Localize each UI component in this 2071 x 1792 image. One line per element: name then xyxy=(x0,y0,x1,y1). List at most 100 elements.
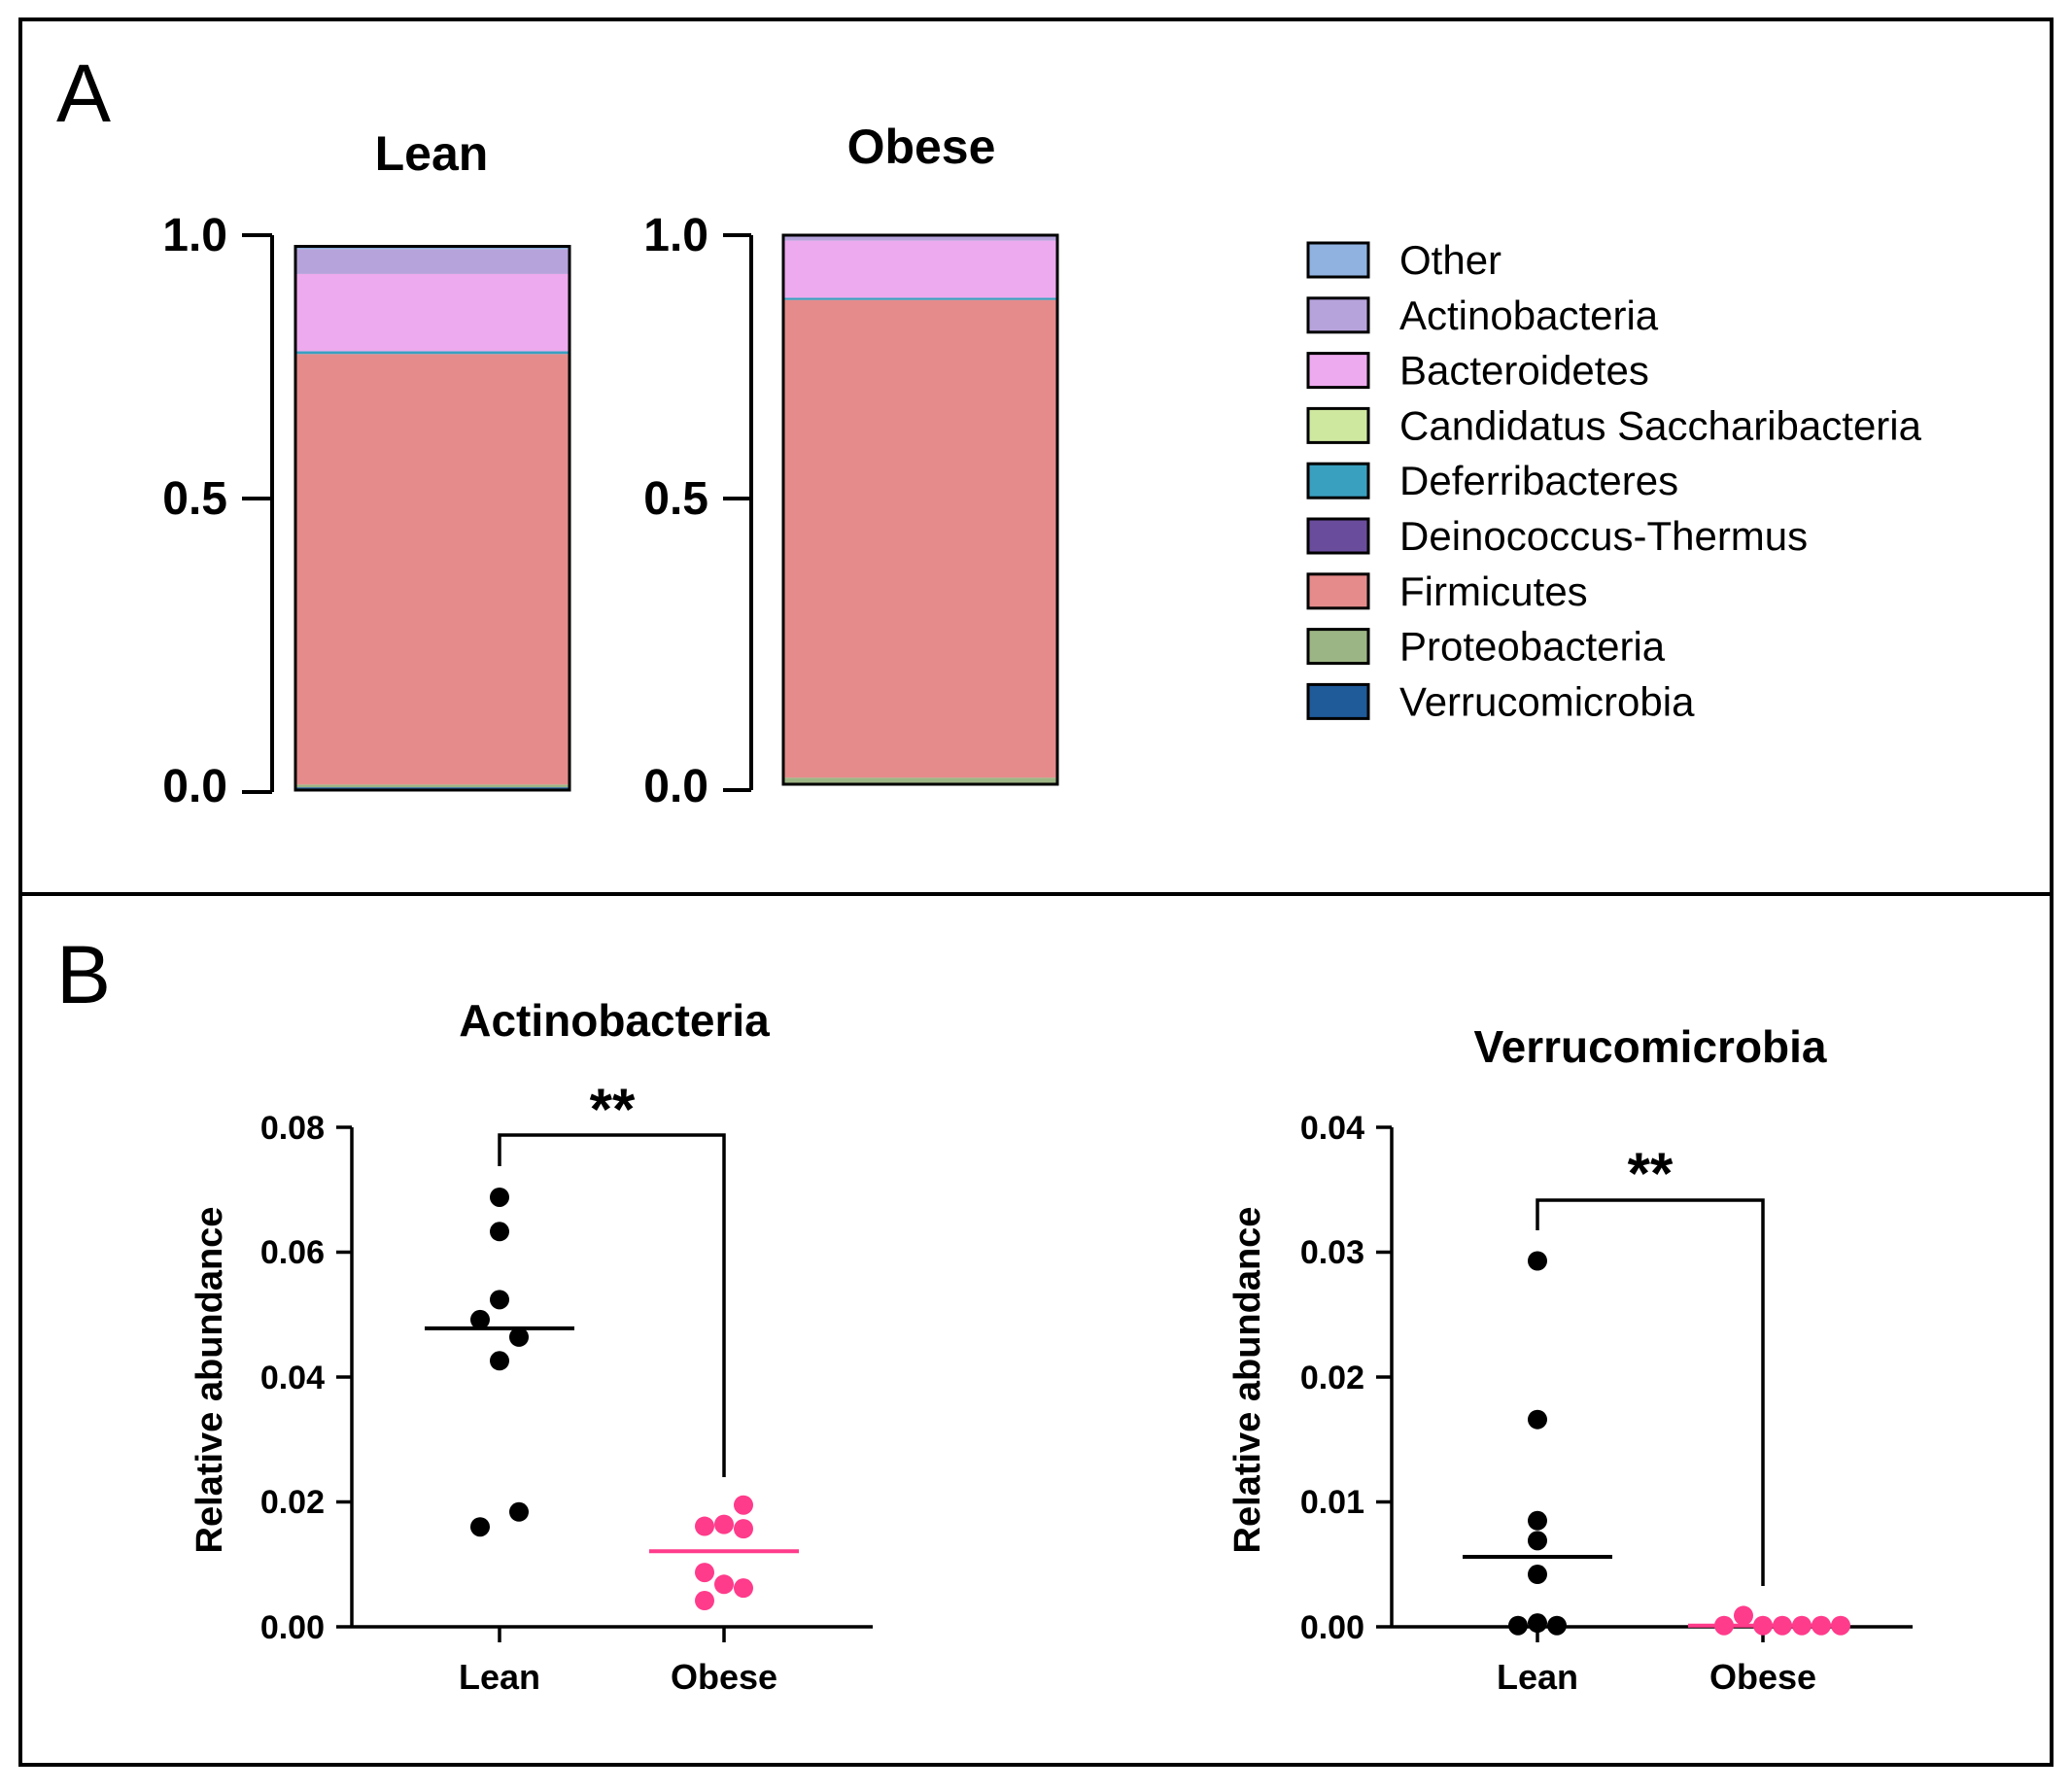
data-point-lean xyxy=(1528,1409,1547,1430)
y-tick-label-lean: 0.5 xyxy=(162,473,227,525)
y-tick-label-obese: 1.0 xyxy=(643,210,708,261)
y-tick-label-actinobacteria: 0.02 xyxy=(260,1484,325,1521)
data-point-obese xyxy=(1714,1615,1734,1636)
data-point-obese xyxy=(714,1514,734,1534)
data-point-lean xyxy=(470,1309,490,1329)
data-point-lean xyxy=(1528,1531,1547,1551)
legend-swatch-verrucomicrobia xyxy=(1306,682,1370,720)
legend-swatch-candidatus-saccharibacteria xyxy=(1306,406,1370,444)
bar-segment-actinobacteria xyxy=(783,235,1057,241)
data-point-lean xyxy=(490,1222,509,1242)
chart-title-obese: Obese xyxy=(847,120,996,174)
legend-swatch-bacteroidetes xyxy=(1306,352,1370,390)
legend-label-firmicutes: Firmicutes xyxy=(1399,569,1588,614)
legend-swatch-deferribacteres xyxy=(1306,462,1370,500)
data-point-lean xyxy=(1528,1251,1547,1271)
scatter-chart-actinobacteria: Actinobacteria Relative abundance 0.08 0… xyxy=(190,995,873,1697)
data-point-obese xyxy=(1753,1615,1773,1636)
data-point-obese xyxy=(734,1578,753,1599)
panel-b-frame xyxy=(18,892,2054,1767)
x-tick-label-actinobacteria: Obese xyxy=(671,1657,777,1697)
data-point-obese xyxy=(1812,1615,1831,1636)
y-tick-label-verrucomicrobia: 0.03 xyxy=(1300,1234,1364,1271)
legend-label-bacteroidetes: Bacteroidetes xyxy=(1399,348,1649,394)
stacked-bar-chart-obese: Obese 1.0 0.5 0.0 xyxy=(643,120,1059,812)
data-point-lean xyxy=(509,1501,529,1522)
legend-label-other: Other xyxy=(1399,237,1501,283)
legend-label-deferribacteres: Deferribacteres xyxy=(1399,458,1678,503)
y-tick-label-lean: 1.0 xyxy=(162,210,227,261)
significance-bracket-verrucomicrobia xyxy=(1536,1198,1765,1586)
y-tick-label-verrucomicrobia: 0.01 xyxy=(1300,1484,1364,1521)
y-tick-label-verrucomicrobia: 0.00 xyxy=(1300,1609,1364,1646)
y-tick-label-obese: 0.0 xyxy=(643,761,708,812)
y-tick-label-actinobacteria: 0.08 xyxy=(260,1110,325,1147)
data-point-lean xyxy=(1547,1615,1567,1636)
legend-swatch-actinobacteria xyxy=(1306,296,1370,334)
bar-segment-deferribacteres xyxy=(295,351,570,355)
data-point-lean xyxy=(1508,1615,1528,1636)
legend-label-candidatus-saccharibacteria: Candidatus Saccharibacteria xyxy=(1399,402,1922,448)
bar-segment-bacteroidetes xyxy=(783,240,1057,298)
data-point-lean xyxy=(1528,1613,1547,1634)
data-point-obese xyxy=(695,1516,714,1536)
data-point-lean xyxy=(490,1290,509,1310)
y-tick-label-actinobacteria: 0.00 xyxy=(260,1609,325,1646)
chart-title-lean: Lean xyxy=(375,126,489,181)
x-tick-label-verrucomicrobia: Obese xyxy=(1709,1657,1816,1697)
data-point-lean xyxy=(490,1187,509,1207)
bar-segment-deferribacteres xyxy=(783,297,1057,300)
scatter-chart-verrucomicrobia: Verrucomicrobia Relative abundance 0.04 … xyxy=(1227,1021,1913,1697)
y-tick-label-actinobacteria: 0.04 xyxy=(260,1360,325,1396)
y-tick-label-verrucomicrobia: 0.04 xyxy=(1300,1110,1364,1147)
panel-b-label: B xyxy=(56,929,111,1020)
legend-swatch-firmicutes xyxy=(1306,572,1370,610)
stacked-bar-chart-lean: Lean 1.0 0.5 0.0 xyxy=(162,126,571,812)
significance-bracket-actinobacteria xyxy=(498,1133,726,1477)
chart-title-verrucomicrobia: Verrucomicrobia xyxy=(1473,1021,1826,1072)
legend-label-verrucomicrobia: Verrucomicrobia xyxy=(1399,678,1695,724)
bar-segment-proteobacteria xyxy=(295,784,570,788)
legend-swatch-other xyxy=(1306,241,1370,279)
panel-a-label: A xyxy=(56,48,111,139)
data-point-obese xyxy=(734,1519,753,1539)
x-tick-label-verrucomicrobia: Lean xyxy=(1497,1657,1578,1697)
data-point-obese xyxy=(714,1574,734,1595)
y-tick-label-lean: 0.0 xyxy=(162,761,227,812)
data-point-lean xyxy=(1528,1510,1547,1531)
data-point-obese xyxy=(1831,1615,1850,1636)
y-tick-label-verrucomicrobia: 0.02 xyxy=(1300,1360,1364,1396)
significance-label-verrucomicrobia: ** xyxy=(1628,1141,1674,1206)
legend-swatch-proteobacteria xyxy=(1306,628,1370,666)
data-point-lean xyxy=(490,1351,509,1371)
y-axis-label-actinobacteria: Relative abundance xyxy=(190,1207,230,1554)
legend-label-actinobacteria: Actinobacteria xyxy=(1399,293,1659,338)
data-point-lean xyxy=(1528,1565,1547,1585)
data-point-obese xyxy=(695,1591,714,1611)
legend-label-deinococcus-thermus: Deinococcus-Thermus xyxy=(1399,513,1808,559)
bar-segment-actinobacteria xyxy=(295,249,570,274)
bar-outline xyxy=(293,245,571,792)
data-point-lean xyxy=(509,1327,529,1347)
bar-segment-firmicutes xyxy=(295,354,570,785)
y-tick-label-obese: 0.5 xyxy=(643,473,708,525)
y-axis-label-verrucomicrobia: Relative abundance xyxy=(1227,1207,1268,1554)
legend-label-proteobacteria: Proteobacteria xyxy=(1399,624,1666,670)
data-point-obese xyxy=(695,1563,714,1583)
x-tick-label-actinobacteria: Lean xyxy=(459,1657,540,1697)
data-point-obese xyxy=(1734,1605,1753,1626)
y-tick-label-actinobacteria: 0.06 xyxy=(260,1234,325,1271)
chart-title-actinobacteria: Actinobacteria xyxy=(459,995,770,1046)
data-point-lean xyxy=(470,1517,490,1537)
significance-label-actinobacteria: ** xyxy=(590,1077,636,1142)
legend: Other Actinobacteria Bacteroidetes Candidat… xyxy=(1306,237,1922,724)
bar-outline xyxy=(781,233,1059,786)
data-point-obese xyxy=(734,1495,753,1515)
data-point-obese xyxy=(1792,1615,1812,1636)
bar-segment-firmicutes xyxy=(783,299,1057,778)
bar-segment-proteobacteria xyxy=(783,777,1057,784)
bar-segment-bacteroidetes xyxy=(295,273,570,352)
data-point-obese xyxy=(1773,1615,1792,1636)
legend-swatch-deinococcus-thermus xyxy=(1306,517,1370,555)
